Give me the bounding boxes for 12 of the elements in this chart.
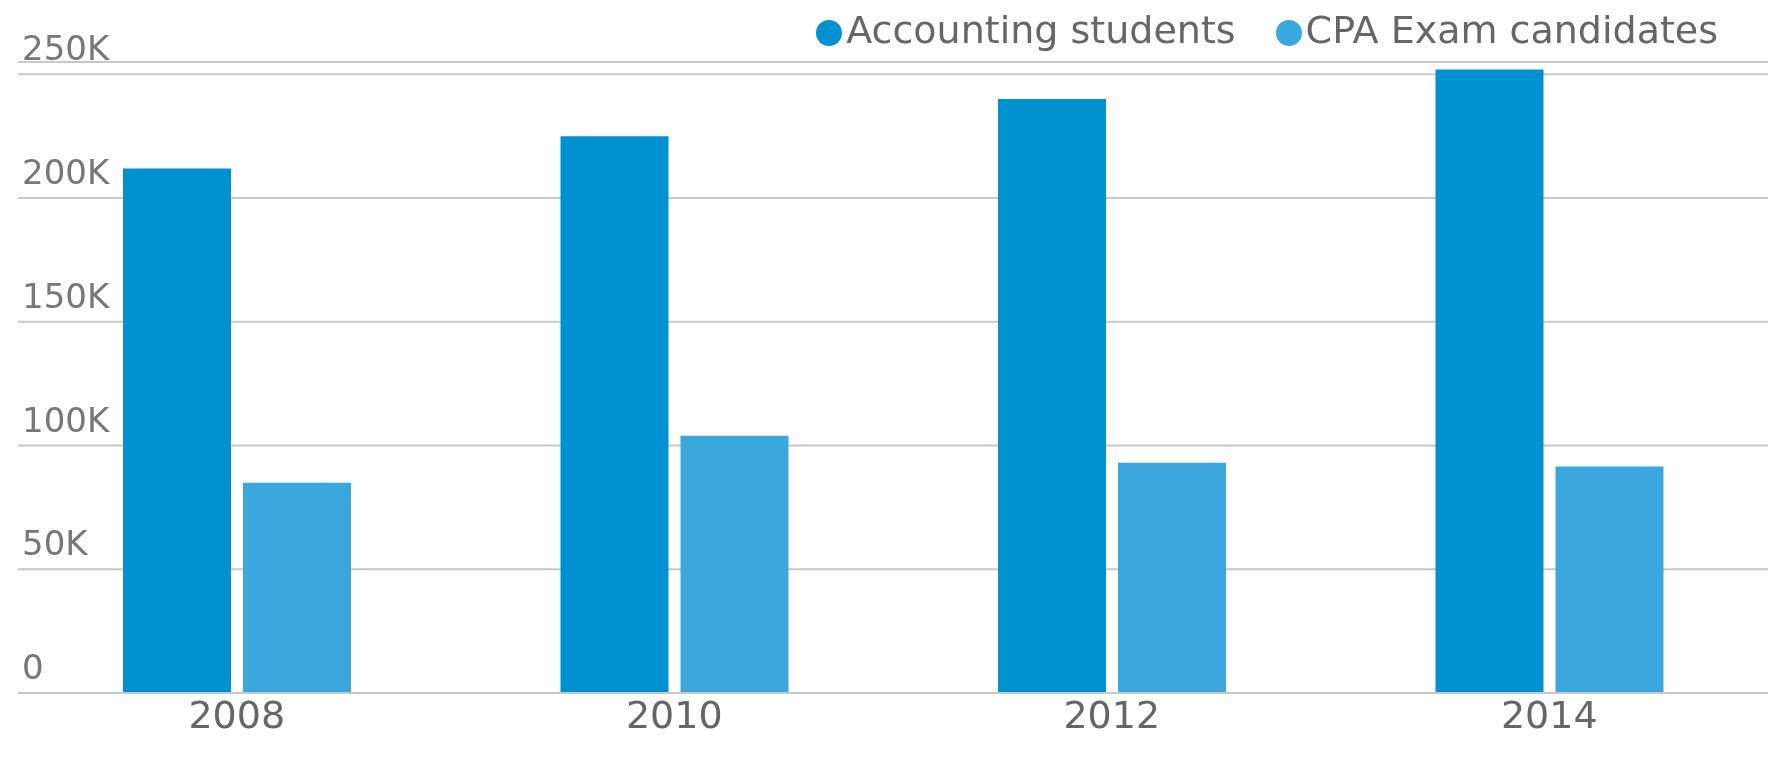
x-tick-label: 2010 <box>625 692 723 737</box>
y-tick-label: 150K <box>22 275 111 316</box>
legend-label: CPA Exam candidates <box>1305 8 1718 52</box>
y-tick-label: 200K <box>22 152 111 193</box>
y-tick-label: 250K <box>22 28 111 69</box>
x-tick-label: 2008 <box>188 692 286 737</box>
y-tick-label: 100K <box>22 399 111 440</box>
legend-label: Accounting students <box>846 8 1236 52</box>
y-tick-label: 50K <box>22 523 90 564</box>
y-tick-label: 0 <box>22 647 44 687</box>
x-tick-label: 2014 <box>1500 692 1598 737</box>
x-tick-label: 2012 <box>1063 692 1161 737</box>
